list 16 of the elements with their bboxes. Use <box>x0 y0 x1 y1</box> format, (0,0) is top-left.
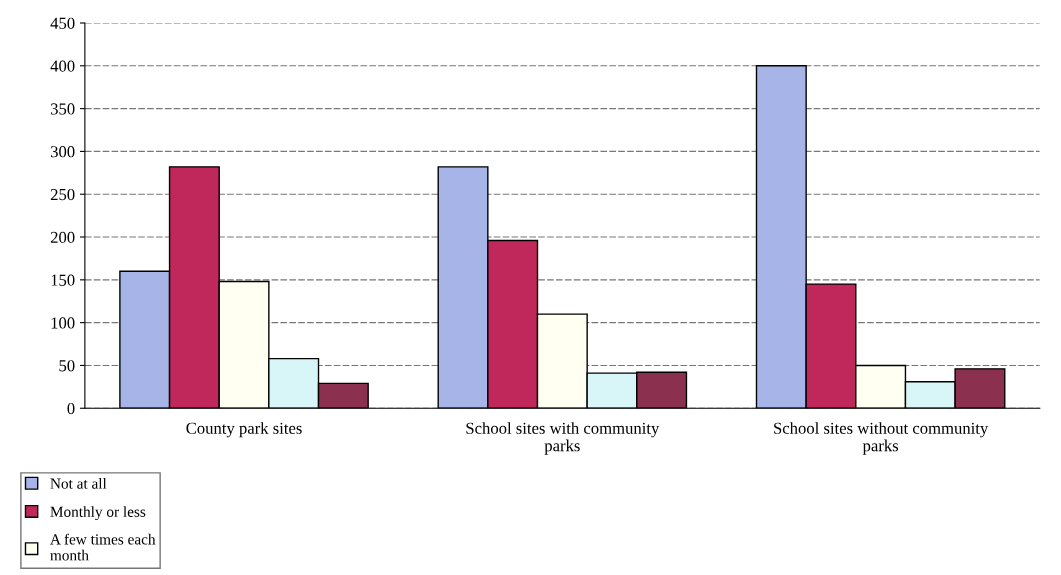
y-tick-label: 50 <box>59 360 75 372</box>
y-tick-label: 100 <box>51 317 75 329</box>
legend-label: Not at all <box>50 477 107 489</box>
y-tick-label: 200 <box>50 231 75 243</box>
legend-label: Monthly or less <box>50 506 146 521</box>
y-tick-label: 250 <box>50 188 75 201</box>
y-tick-label: 450 <box>50 17 75 29</box>
x-tick-label: School sites without community parks <box>774 422 989 455</box>
x-tick-label: County park sites <box>186 422 302 438</box>
y-tick-label: 400 <box>50 60 75 72</box>
y-tick-label: 0 <box>67 402 75 415</box>
y-tick-label: 350 <box>50 103 75 115</box>
legend-label: A few times each month <box>50 533 156 561</box>
y-tick-label: 300 <box>50 146 75 158</box>
x-tick-label: School sites with community parks <box>466 422 660 455</box>
y-tick-label: 150 <box>51 274 75 286</box>
